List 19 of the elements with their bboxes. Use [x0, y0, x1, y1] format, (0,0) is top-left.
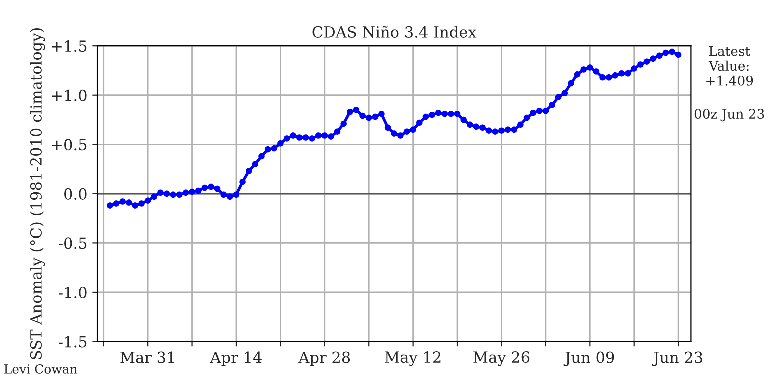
x-tick-label: Jun 09 — [564, 352, 614, 366]
x-tick-label: May 26 — [474, 352, 530, 366]
text: 00z Jun 23 — [694, 109, 764, 122]
y-tick-label: -1.0 — [59, 286, 87, 298]
text: Levi Cowan — [4, 364, 78, 374]
x-tick-label: Mar 31 — [120, 352, 174, 364]
x-tick-label: Jun 23 — [652, 352, 702, 366]
y-tick-label: +1.0 — [52, 90, 87, 102]
y-tick-label: 0.0 — [64, 188, 87, 200]
y-tick-label: +1.5 — [52, 40, 87, 52]
x-tick-label: Apr 14 — [210, 352, 262, 366]
x-tick-label: May 12 — [385, 352, 441, 366]
y-tick-label: -0.5 — [59, 238, 87, 250]
text: Latest Value: +1.409 — [706, 46, 754, 86]
y-axis-title: SST Anomaly (°C) (1981-2010 climatology) — [30, 28, 46, 360]
x-tick-label: Apr 28 — [298, 352, 350, 366]
y-tick-label: -1.5 — [59, 336, 87, 348]
y-tick-label: +0.5 — [52, 139, 87, 151]
chart-title: CDAS Niño 3.4 Index — [312, 26, 477, 38]
